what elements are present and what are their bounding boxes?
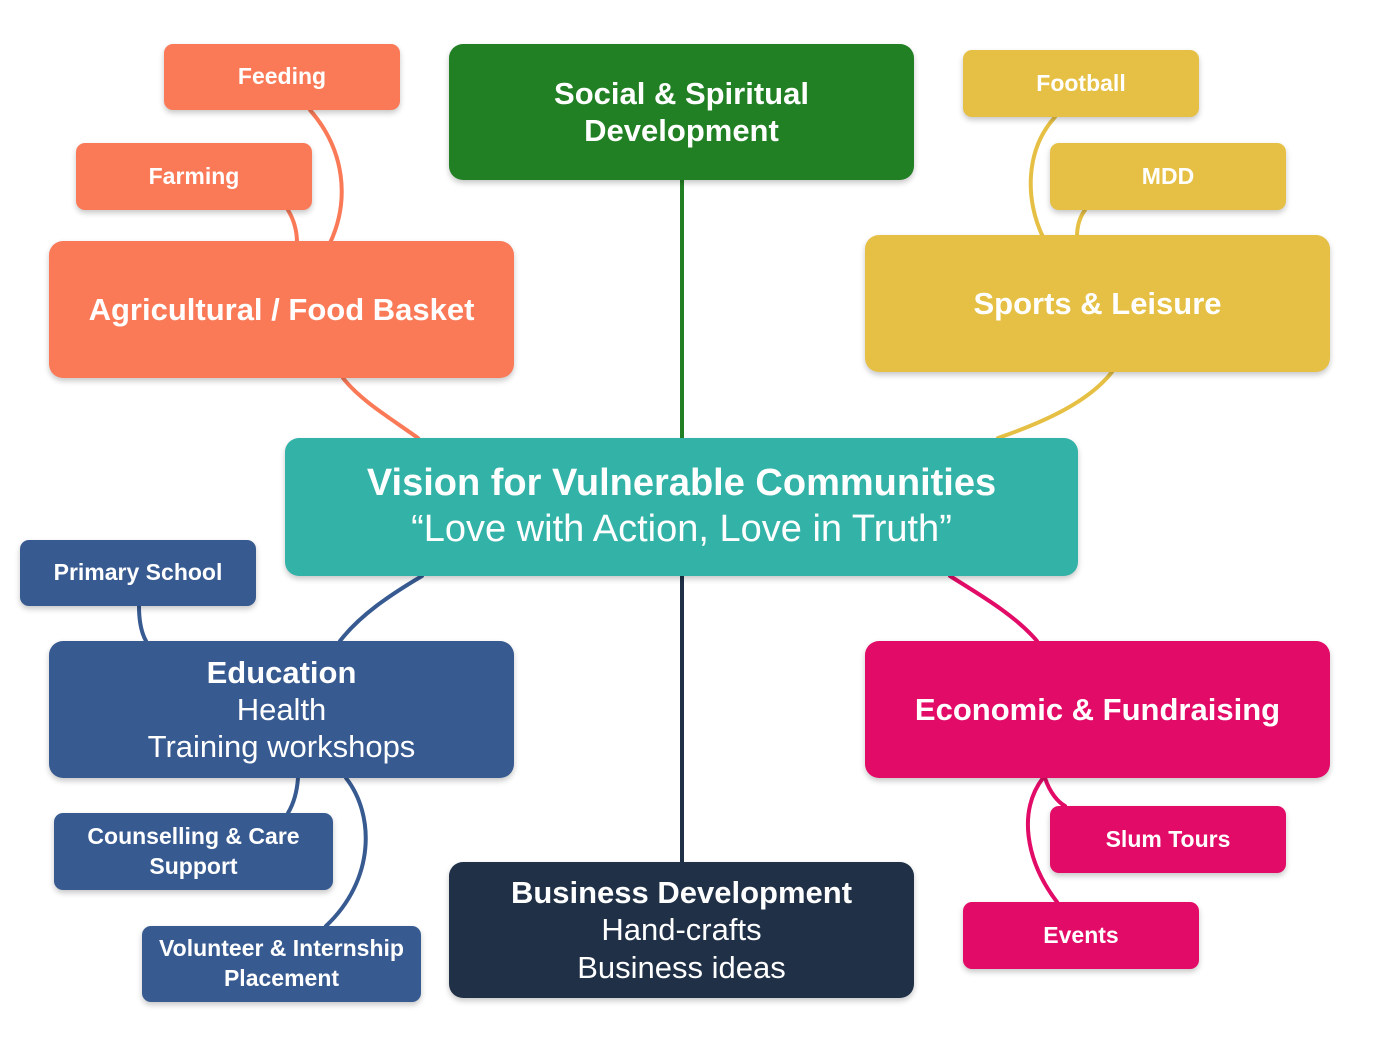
center-title: Vision for Vulnerable Communities	[366, 462, 997, 505]
branch-social-spiritual[interactable]: Social & Spiritual Development	[449, 44, 914, 180]
branch-business-line-ideas: Business ideas	[577, 949, 786, 985]
branch-agricultural-title: Agricultural / Food Basket	[88, 291, 475, 327]
child-counselling-care-label: Counselling & Care Support	[87, 822, 300, 879]
branch-social-title: Social & Spiritual Development	[554, 75, 809, 148]
connector-agri-farming	[286, 208, 299, 245]
connector-eco-events	[1025, 776, 1059, 904]
branch-sports-leisure[interactable]: Sports & Leisure	[865, 235, 1330, 372]
connector-edu-primary	[137, 604, 148, 643]
connector-center-sports	[996, 370, 1114, 440]
child-feeding-label: Feeding	[237, 63, 327, 90]
branch-education-title: Education	[206, 654, 357, 690]
branch-agricultural[interactable]: Agricultural / Food Basket	[49, 241, 514, 378]
child-football-label: Football	[1036, 69, 1126, 96]
child-football[interactable]: Football	[963, 50, 1199, 117]
branch-sports-title: Sports & Leisure	[973, 285, 1222, 321]
branch-business-line-handcrafts: Hand-crafts	[601, 912, 762, 948]
connector-edu-volunteer	[324, 776, 368, 928]
child-mdd-label: MDD	[1141, 162, 1195, 189]
child-slum-tours[interactable]: Slum Tours	[1050, 806, 1286, 873]
connector-eco-slumtours	[1043, 776, 1067, 808]
child-volunteer-internship[interactable]: Volunteer & Internship Placement	[142, 926, 421, 1002]
child-volunteer-internship-label: Volunteer & Internship Placement	[159, 935, 404, 991]
child-primary-school[interactable]: Primary School	[20, 540, 256, 606]
child-slum-tours-label: Slum Tours	[1105, 825, 1231, 852]
branch-education-line-training: Training workshops	[147, 729, 416, 765]
child-events-label: Events	[1043, 921, 1119, 948]
child-farming[interactable]: Farming	[76, 143, 312, 210]
child-primary-school-label: Primary School	[53, 559, 223, 586]
connector-center-agri	[341, 376, 420, 440]
connector-sports-mdd	[1075, 208, 1087, 239]
branch-business-title: Business Development	[510, 875, 853, 911]
connector-agri-feeding	[308, 108, 344, 245]
child-mdd[interactable]: MDD	[1050, 143, 1286, 210]
branch-business-development[interactable]: Business Development Hand-crafts Busines…	[449, 862, 914, 998]
connector-edu-counselling	[286, 776, 300, 815]
connector-sports-football	[1028, 115, 1057, 239]
branch-education-line-health: Health	[236, 691, 327, 727]
branch-economic-fundraising[interactable]: Economic & Fundraising	[865, 641, 1330, 778]
child-feeding[interactable]: Feeding	[164, 44, 400, 110]
connector-center-economic	[948, 574, 1039, 643]
child-counselling-care[interactable]: Counselling & Care Support	[54, 813, 333, 890]
child-events[interactable]: Events	[963, 902, 1199, 969]
center-node[interactable]: Vision for Vulnerable Communities “Love …	[285, 438, 1078, 576]
branch-economic-title: Economic & Fundraising	[914, 691, 1281, 727]
center-subtitle: “Love with Action, Love in Truth”	[411, 508, 952, 550]
branch-education[interactable]: Education Health Training workshops	[49, 641, 514, 778]
child-farming-label: Farming	[148, 162, 240, 189]
connector-center-education	[338, 574, 424, 643]
